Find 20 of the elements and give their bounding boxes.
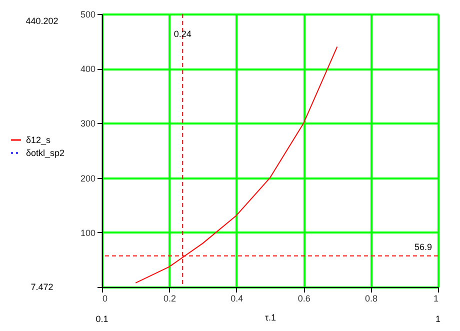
text: 7.472 (30, 282, 54, 292)
y-tick-label: 200 (80, 173, 96, 184)
ref-line-label: 56.9 (414, 242, 432, 252)
y-tick-label: 100 (80, 228, 96, 238)
y-tick-label: 400 (80, 64, 96, 74)
x-tick-label: 0.6 (298, 294, 310, 304)
legend-label: δ12_s (26, 135, 52, 145)
x-axis-title: τ.1 (264, 312, 276, 322)
x-tick-label: 1 (433, 294, 438, 304)
y-tick-label: 500 (80, 10, 96, 20)
ref-line-label: 0.24 (174, 29, 192, 39)
x-tick-label: 0.2 (163, 294, 176, 304)
text: 1 (435, 314, 441, 324)
text: 440.202 (26, 16, 58, 26)
text: 0.1 (96, 314, 108, 324)
x-tick-label: 0 (102, 294, 108, 304)
x-tick-label: 0.8 (365, 294, 378, 304)
y-tick-label: 300 (80, 118, 96, 129)
x-tick-label: 0.4 (230, 294, 244, 304)
legend-label: δotkl_sp2 (26, 148, 65, 158)
